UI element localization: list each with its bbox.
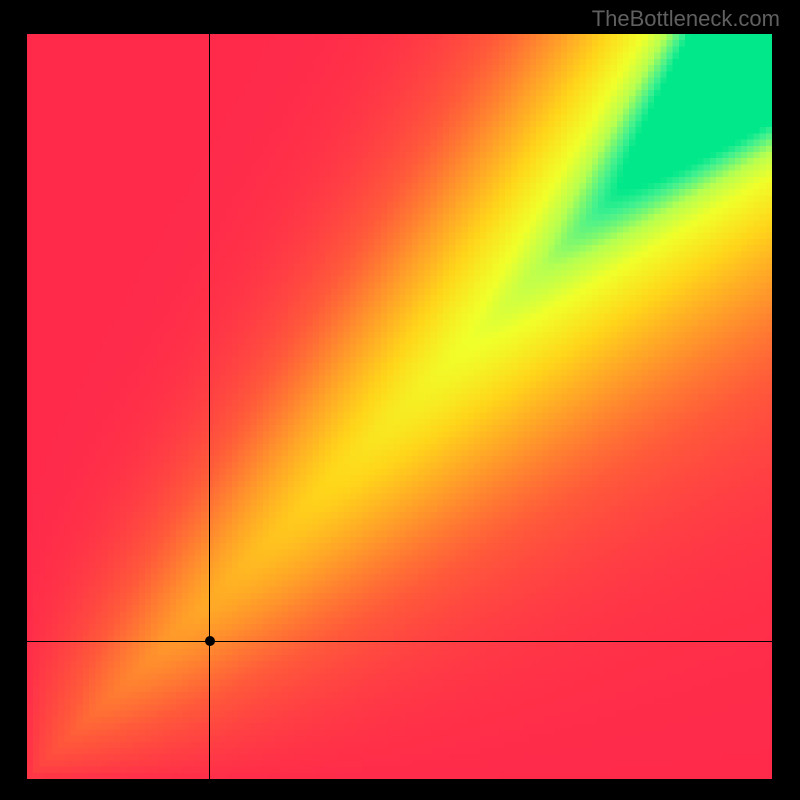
crosshair-vertical xyxy=(209,34,210,779)
crosshair-horizontal xyxy=(27,641,772,642)
crosshair-marker[interactable] xyxy=(205,636,215,646)
heatmap-canvas xyxy=(27,34,772,779)
watermark-text: TheBottleneck.com xyxy=(592,6,780,32)
heatmap-plot xyxy=(27,34,772,779)
